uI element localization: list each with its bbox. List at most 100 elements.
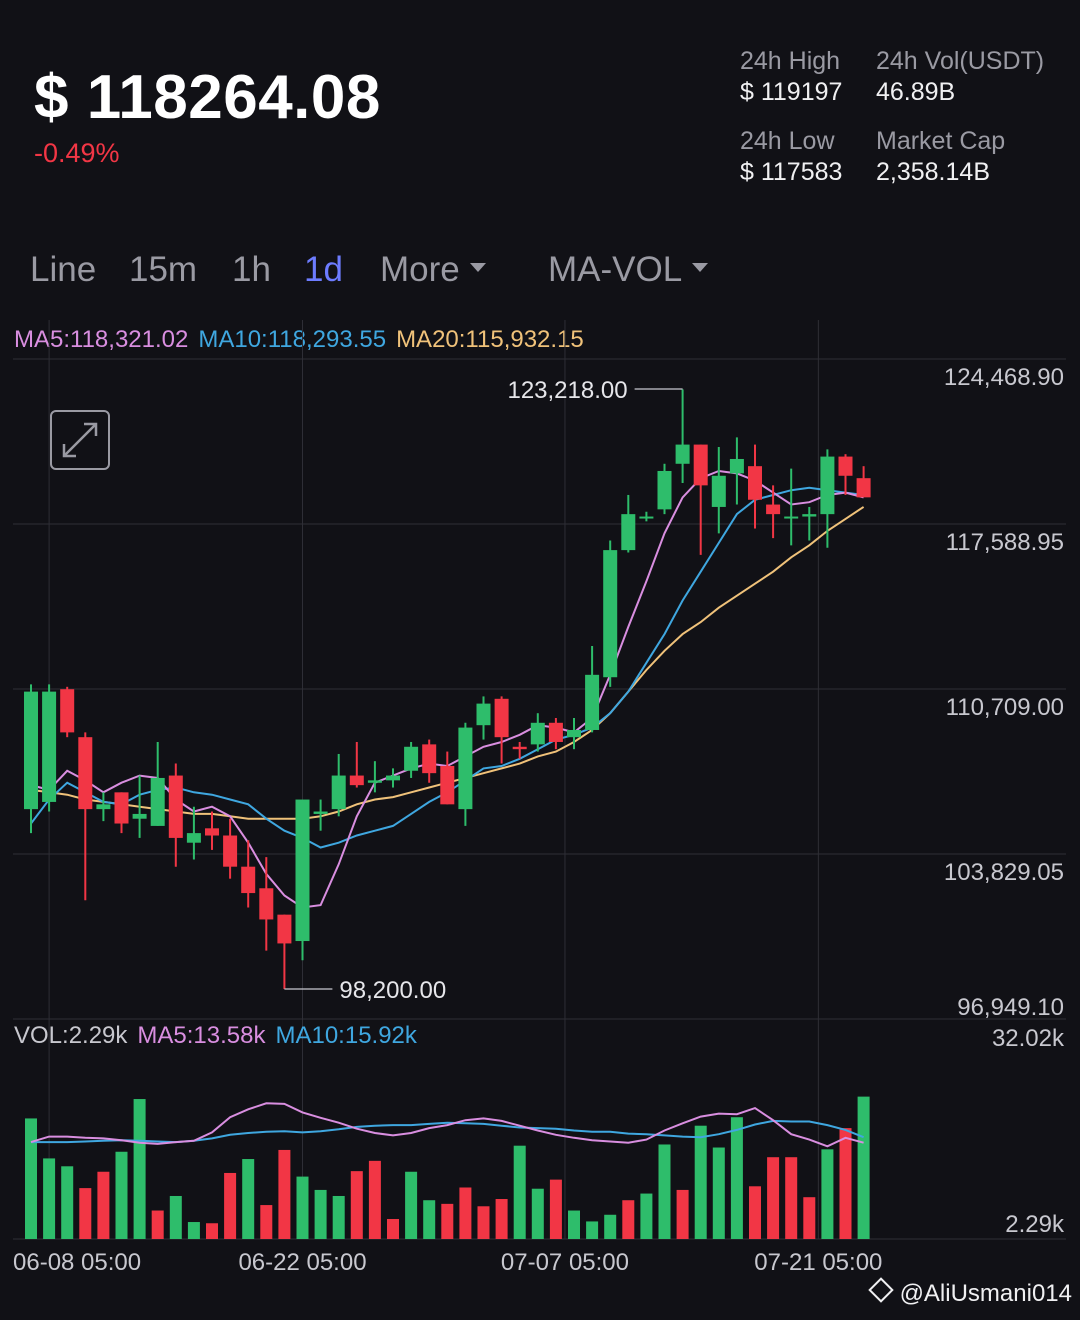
candle [223,818,238,879]
candle [386,768,400,788]
candle [838,454,853,495]
candle [748,444,762,529]
candle-body [404,746,419,771]
candle [150,741,165,826]
candle [693,444,708,555]
candle [205,811,219,850]
candle-body [766,504,781,515]
volume-bar [387,1219,399,1239]
tab-1d[interactable]: 1d [304,250,343,289]
time-tick-label: 07-07 05:00 [501,1249,629,1276]
candle [114,792,129,834]
candle [548,717,563,750]
candle [856,466,871,498]
indicator-dropdown[interactable]: MA-VOL [548,250,709,290]
chevron-down-icon [469,263,486,273]
tab-more-dropdown[interactable]: More [380,250,486,290]
candle [367,761,382,793]
candle [657,463,672,515]
price-tick-label: 110,709.00 [946,694,1064,721]
vol-ma5-legend: MA5:13.58k [137,1022,266,1049]
ma20-line [30,506,865,820]
candle-body [132,813,147,819]
fullscreen-button[interactable] [50,410,110,470]
candle [476,696,491,740]
volume-bar [549,1179,562,1239]
candle [259,857,274,951]
volume-bar [694,1125,707,1239]
candle [277,914,292,989]
binance-logo-icon [867,1277,894,1303]
stat-value: $ 119197 [740,78,843,106]
stat-label: 24h High [740,47,841,75]
candle-body [186,833,201,843]
stat-24h-high: 24h High $ 119197 [740,46,842,108]
candle-body [349,775,364,786]
candle [711,446,726,534]
volume-bar [25,1118,37,1239]
candle-body [168,775,183,838]
volume-bar [604,1214,617,1239]
ma5-line [30,469,864,909]
price-tick-label: 124,468.90 [944,364,1064,391]
price-tick-label: 117,588.95 [946,529,1064,556]
ma20-legend: MA20:115,932.15 [396,326,584,353]
indicator-label: MA-VOL [548,250,683,289]
candle-body [422,744,437,774]
stat-label: 24h Low [740,127,835,155]
candle-body [657,470,672,510]
candle [784,468,799,546]
candle [639,511,654,522]
candle-body [78,737,93,810]
tab-more-label: More [380,250,460,289]
candle [567,717,581,750]
candles [24,389,871,989]
volume-axis-labels: 32.02k 2.29k [992,1025,1065,1238]
candle [313,799,328,831]
candle [96,792,111,822]
candle-body [748,466,762,500]
watermark: @AliUsmani014 [867,1277,1072,1308]
candle [168,763,183,867]
candle-body [512,746,527,750]
stat-label: Market Cap [876,127,1006,155]
volume-bar [459,1187,472,1239]
tab-line[interactable]: Line [30,250,97,289]
volume-bar [187,1222,200,1239]
ma10-line [30,486,864,849]
candle [530,713,545,752]
volume-bar [441,1203,454,1239]
tab-1h[interactable]: 1h [232,250,271,289]
volume-bar [97,1171,110,1239]
ma-lines [30,469,865,909]
price-tick-label: 96,949.10 [957,994,1064,1021]
candle-body [458,727,473,810]
candle [729,437,744,505]
candle [494,696,509,764]
candle [766,485,781,539]
volume-bar [332,1195,345,1239]
candle [802,506,817,541]
volume-bar [821,1149,834,1239]
volume-bar [368,1160,381,1239]
volume-bar [767,1157,780,1239]
price-annotations: 123,218.00 98,200.00 [284,377,683,1004]
candle-body [621,514,636,551]
candle-body [603,550,618,678]
stat-24h-volume: 24h Vol(USDT) 46.89B [876,46,1044,108]
candle-body [295,799,310,942]
volume-bar [622,1200,635,1239]
volume-bar [405,1171,418,1239]
candle [440,751,455,805]
volume-bar [61,1166,74,1239]
tab-15m[interactable]: 15m [129,250,198,289]
price-tick-label: 103,829.05 [944,859,1064,886]
volume-bar [857,1096,870,1239]
candle [404,741,419,778]
candle-body [223,835,238,867]
volume-bar [676,1189,689,1239]
volume-tick-label: 2.29k [1005,1211,1065,1238]
volume-bar [423,1200,436,1239]
vol-legend: VOL:2.29k [14,1022,128,1049]
